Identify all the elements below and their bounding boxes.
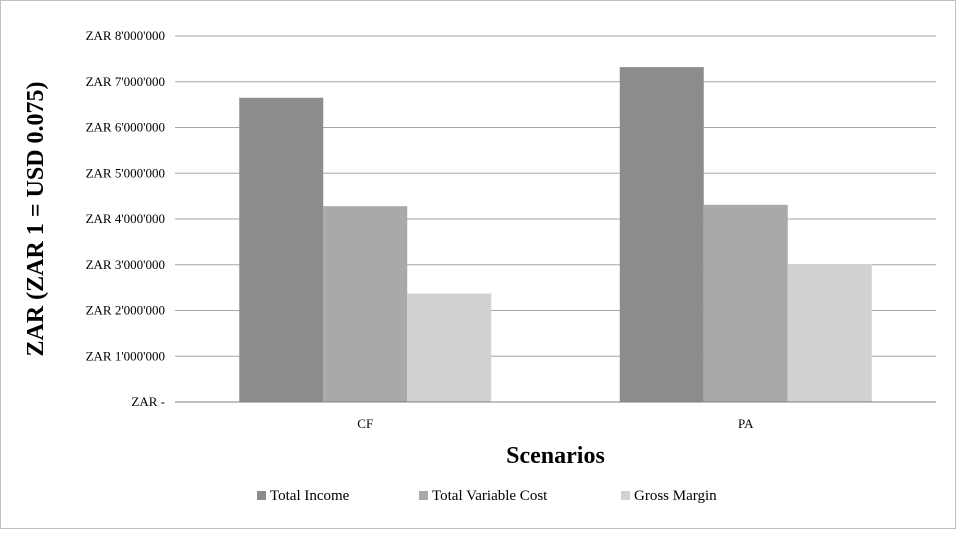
bar-pa-total-variable-cost: [703, 204, 788, 402]
legend-label: Total Variable Cost: [432, 488, 548, 504]
y-axis-tick-labels: ZAR - ZAR 1'000'000 ZAR 2'000'000 ZAR 3'000…: [86, 28, 165, 409]
bar-cf-total-income: [239, 97, 324, 402]
bars: [239, 67, 872, 403]
bar-cf-gross-margin: [407, 293, 492, 402]
y-tick-label: ZAR 4'000'000: [86, 211, 165, 226]
x-category-label: CF: [357, 416, 373, 431]
bar-pa-gross-margin: [787, 264, 872, 402]
y-tick-label: ZAR -: [131, 394, 165, 409]
y-tick-label: ZAR 1'000'000: [86, 348, 165, 363]
y-tick-label: ZAR 5'000'000: [86, 165, 165, 180]
legend-label: Gross Margin: [634, 488, 717, 504]
y-axis-title: ZAR (ZAR 1 = USD 0.075): [23, 81, 49, 356]
x-axis-category-labels: CF PA: [357, 416, 754, 431]
y-tick-label: ZAR 7'000'000: [86, 74, 165, 89]
y-tick-label: ZAR 6'000'000: [86, 120, 165, 135]
y-tick-label: ZAR 8'000'000: [86, 28, 165, 43]
bar-pa-total-income: [619, 67, 704, 403]
x-axis-title: Scenarios: [506, 443, 605, 469]
bar-cf-total-variable-cost: [323, 206, 408, 402]
legend-swatch: [419, 491, 428, 500]
legend: Total Income Total Variable Cost Gross Mar…: [257, 488, 717, 504]
y-tick-label: ZAR 3'000'000: [86, 257, 165, 272]
legend-swatch: [621, 491, 630, 500]
x-category-label: PA: [738, 416, 754, 431]
legend-label: Total Income: [270, 488, 350, 504]
y-tick-label: ZAR 2'000'000: [86, 303, 165, 318]
legend-swatch: [257, 491, 266, 500]
